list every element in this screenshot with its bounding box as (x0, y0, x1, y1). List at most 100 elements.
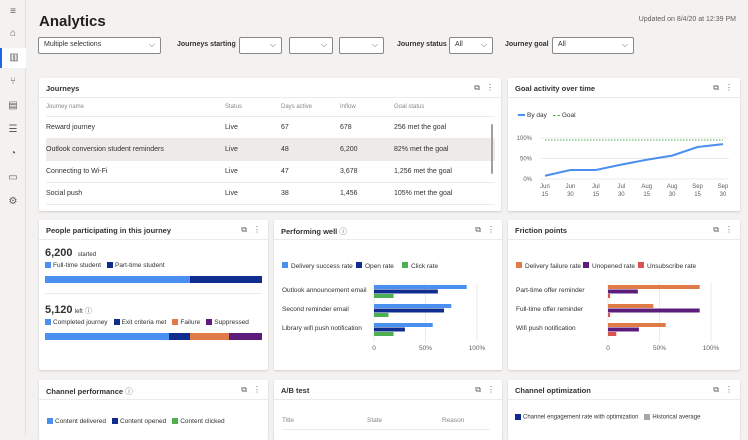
start-select-2[interactable]: ⌵ (289, 37, 333, 54)
column-header[interactable]: Goal status (394, 98, 495, 117)
more-icon[interactable]: ⋮ (725, 385, 733, 394)
card-title: Friction points (515, 226, 568, 235)
chevron-down-icon: ⌵ (371, 40, 378, 49)
table-row[interactable]: Social push Live 38 1,456 105% met the goal (46, 182, 495, 205)
x-tick-label: Aug 15 (641, 184, 652, 198)
hamburger-icon[interactable]: ≡ (10, 6, 16, 17)
col-state: State (367, 417, 383, 424)
expand-icon[interactable]: ⧉ (475, 385, 481, 394)
expand-icon[interactable]: ⧉ (713, 385, 719, 394)
more-icon[interactable]: ⋮ (725, 83, 733, 92)
x-tick-label: Jun 15 (540, 184, 550, 198)
start-select-3[interactable]: ⌵ (339, 37, 384, 54)
more-icon[interactable]: ⋮ (725, 225, 733, 234)
bar (608, 308, 700, 313)
expand-icon[interactable]: ⧉ (241, 385, 247, 394)
table-cell: 3,678 (340, 160, 394, 183)
bar-segment (168, 333, 191, 340)
journeys-select-value: Multiple selections (44, 41, 102, 48)
column-header[interactable]: Days active (281, 98, 340, 117)
branch-icon[interactable]: ⑂ (10, 76, 16, 87)
column-header[interactable]: Journey name (46, 98, 225, 117)
journey-status-select[interactable]: All ⌵ (449, 37, 493, 54)
bar-segment (45, 333, 169, 340)
chevron-down-icon: ⌵ (320, 40, 327, 49)
chevron-down-icon: ⌵ (269, 40, 276, 49)
friction-points-card: Friction points ⧉ ⋮ Delivery failure rate U… (508, 220, 740, 370)
table-cell: 48 (281, 138, 340, 161)
bar (608, 327, 639, 332)
expand-icon[interactable]: ⧉ (475, 225, 481, 234)
page-title: Analytics (39, 13, 106, 30)
table-cell: 678 (340, 116, 394, 139)
segment-icon[interactable]: ◔ (9, 148, 17, 159)
legend-swatch (402, 262, 408, 268)
bar (374, 285, 467, 289)
legend-item: Failure (172, 319, 200, 326)
expand-icon[interactable]: ⧉ (713, 83, 719, 92)
card-title: Channel performance (46, 387, 124, 396)
document-icon[interactable]: ▤ (8, 100, 18, 111)
channel-performance-card: Channel performance ⓘ ⧉ ⋮ Content delivere… (39, 380, 268, 440)
x-tick-label: Sep 15 (692, 184, 703, 198)
bar (608, 332, 617, 336)
table-row[interactable]: Connecting to Wi-Fi Live 47 3,678 1,256 met … (46, 160, 495, 183)
scrollbar[interactable] (491, 124, 493, 174)
expand-icon[interactable]: ⧉ (241, 225, 247, 234)
x-tick-label: 100% (703, 345, 720, 352)
expand-icon[interactable]: ⧉ (474, 83, 480, 92)
legend-swatch (516, 262, 522, 268)
journeys-starting-label: Journeys starting (177, 41, 236, 48)
bar (374, 294, 394, 298)
more-icon[interactable]: ⋮ (487, 385, 495, 394)
bar (374, 327, 405, 332)
bar (374, 323, 433, 327)
info-icon[interactable]: ⓘ (85, 308, 93, 315)
goal-value: All (558, 41, 566, 48)
more-icon[interactable]: ⋮ (253, 385, 261, 394)
category-label: Full-time offer reminder (516, 306, 584, 313)
left-bar (45, 333, 262, 340)
journeys-select[interactable]: Multiple selections ⌵ (38, 37, 161, 54)
table-row[interactable]: Outlook conversion student reminders Live… (46, 138, 495, 161)
list-icon[interactable]: ☰ (8, 124, 18, 135)
info-icon[interactable]: ⓘ (339, 227, 347, 236)
bar-segment (229, 333, 262, 340)
home-icon[interactable]: ⌂ (9, 28, 17, 39)
y-tick-label: 0% (523, 177, 532, 183)
legend-label: Delivery success rate (291, 263, 353, 270)
legend-swatch (583, 262, 589, 268)
chevron-down-icon: ⌵ (148, 40, 155, 49)
table-cell: 1,256 met the goal (394, 160, 495, 183)
left-count: 5,120 (45, 304, 73, 316)
table-row[interactable]: Reward journey Live 67 678 256 met the goal (46, 116, 495, 139)
bar-segment (190, 333, 230, 340)
started-bar (45, 276, 262, 283)
column-header[interactable]: Status (225, 98, 281, 117)
legend-content-clicked: Content clicked (172, 418, 225, 425)
table-cell: 38 (281, 182, 340, 205)
expand-icon[interactable]: ⧉ (713, 225, 719, 234)
card-title: Journeys (46, 84, 80, 93)
table-cell: Outlook conversion student reminders (46, 138, 225, 161)
x-tick-label: 0 (606, 345, 610, 352)
message-icon[interactable]: ▭ (8, 172, 18, 183)
start-select-1[interactable]: ⌵ (239, 37, 282, 54)
legend-engagement: Channel engagement rate with optimizatio… (515, 414, 638, 421)
more-icon[interactable]: ⋮ (486, 83, 494, 92)
bar (374, 332, 394, 336)
analytics-icon[interactable]: ▥ (0, 48, 26, 68)
x-tick-label: Jun 30 (566, 184, 576, 198)
info-icon[interactable]: ⓘ (125, 387, 133, 396)
card-title: Performing well (281, 227, 338, 236)
legend-label: Unsubscribe rate (647, 263, 697, 270)
bar (608, 289, 638, 294)
journey-goal-select[interactable]: All ⌵ (552, 37, 634, 54)
settings-icon[interactable]: ⚙ (8, 196, 18, 207)
more-icon[interactable]: ⋮ (253, 225, 261, 234)
more-icon[interactable]: ⋮ (487, 225, 495, 234)
friction-bar-chart: Delivery failure rate Unopened rate Unsubs… (516, 262, 720, 352)
x-tick-label: Sep 30 (718, 184, 729, 198)
performing-well-card: Performing well ⓘ ⧉ ⋮ Delivery success rat… (274, 220, 502, 370)
column-header[interactable]: Inflow (340, 98, 394, 117)
